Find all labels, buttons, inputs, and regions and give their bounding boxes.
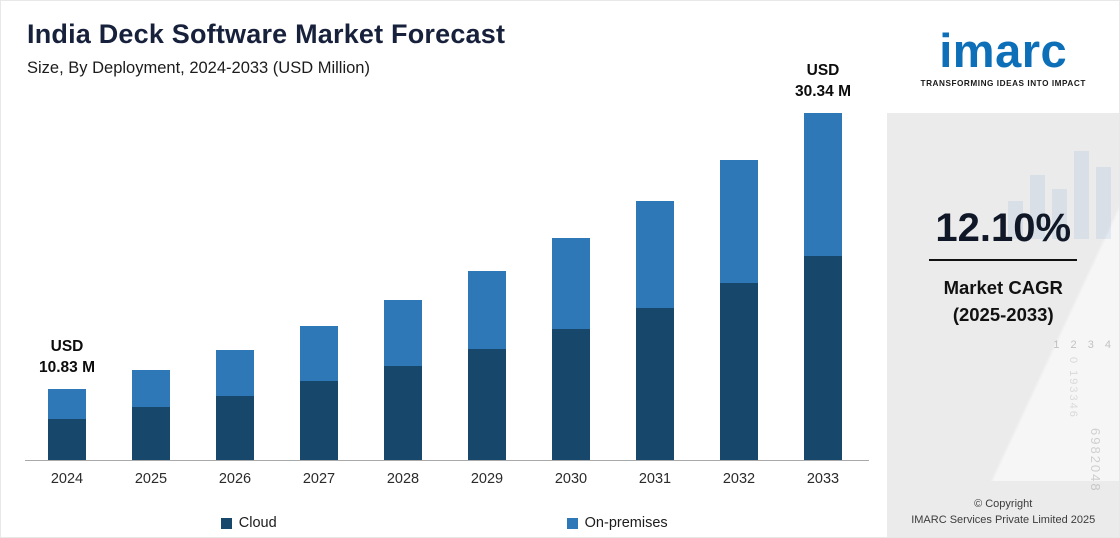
bar-group-2026: 2026 [193,81,277,487]
watermark-numbers: 1 2 3 4 [1053,339,1115,351]
bar-segment-on-premises [48,389,86,419]
legend-item-on-premises: On-premises [566,515,668,531]
copyright-line2: IMARC Services Private Limited 2025 [911,514,1096,527]
x-axis-label: 2030 [554,471,588,487]
cagr-block: 12.10% Market CAGR (2025-2033) [887,206,1119,329]
bar-segment-cloud [468,349,506,461]
bar-segment-on-premises [384,300,422,366]
cagr-label: Market CAGR [943,277,1063,298]
stacked-bar-chart: USD 10.83 M 2024 2025 2026 2027 2028 2029 2030 20… [25,62,865,487]
bar-segment-cloud [552,329,590,461]
bar-segment-cloud [48,419,86,461]
x-axis-label: 2024 [50,471,84,487]
watermark-numbers: 6982048 [1088,428,1103,493]
x-axis-label: 2031 [638,471,672,487]
watermark-bar-chart-icon [1008,151,1111,239]
x-axis-label: 2029 [470,471,504,487]
bar-segment-cloud [132,407,170,461]
brand-panel: 1 2 3 4 0 193346 6982048 imarc TRANSFORM… [887,1,1119,537]
chart-title: India Deck Software Market Forecast [27,19,506,49]
imarc-tagline: TRANSFORMING IDEAS INTO IMPACT [920,78,1086,88]
bar-group-2027: 2027 [277,81,361,487]
watermark-diagonal [979,61,1119,481]
chart-panel: India Deck Software Market Forecast Size… [1,1,888,537]
bar-group-2032: 2032 [697,81,781,487]
cagr-period: (2025-2033) [952,303,1054,325]
bar-segment-cloud [720,283,758,461]
legend-swatch [566,517,578,529]
bar-value-label-2033: USD 30.34 M [794,62,851,101]
bar-segment-cloud [216,396,254,461]
legend-label: Cloud [238,515,277,531]
copyright-line1: © Copyright [974,498,1033,511]
bar-segment-on-premises [636,201,674,308]
bar-segment-cloud [300,381,338,461]
chart-legend: Cloud On-premises [1,515,887,531]
imarc-logo: imarc TRANSFORMING IDEAS INTO IMPACT [887,1,1119,113]
bar-group-2024: USD 10.83 M 2024 [25,81,109,487]
x-axis-line [25,460,869,461]
bar-segment-on-premises [468,271,506,349]
legend-item-cloud: Cloud [220,515,277,531]
bar-segment-on-premises [132,370,170,407]
bar-segment-on-premises [804,113,842,256]
bar-group-2025: 2025 [109,81,193,487]
bar-group-2031: 2031 [613,81,697,487]
bar-segment-on-premises [552,238,590,329]
cagr-value: 12.10% [935,206,1072,250]
imarc-logo-text: imarc [939,23,1068,77]
x-axis-label: 2033 [806,471,840,487]
legend-label: On-premises [584,515,668,531]
watermark-numbers: 0 193346 [1067,357,1079,419]
x-axis-label: 2025 [134,471,168,487]
bar-group-2029: 2029 [445,81,529,487]
x-axis-label: 2026 [218,471,252,487]
chart-subtitle: Size, By Deployment, 2024-2033 (USD Mill… [27,59,370,77]
cagr-underline [929,259,1078,261]
bar-segment-cloud [384,366,422,461]
legend-swatch [220,517,232,529]
copyright: © Copyright IMARC Services Private Limit… [887,497,1119,529]
bar-segment-cloud [804,256,842,461]
bar-segment-on-premises [216,350,254,396]
bar-value-label-2024: USD 10.83 M [38,338,95,377]
bar-group-2033: USD 30.34 M 2033 [781,62,865,487]
bar-segment-on-premises [720,160,758,283]
bar-segment-cloud [636,308,674,461]
bar-group-2028: 2028 [361,81,445,487]
x-axis-label: 2032 [722,471,756,487]
bar-segment-on-premises [300,326,338,381]
bar-group-2030: 2030 [529,81,613,487]
x-axis-label: 2027 [302,471,336,487]
x-axis-label: 2028 [386,471,420,487]
